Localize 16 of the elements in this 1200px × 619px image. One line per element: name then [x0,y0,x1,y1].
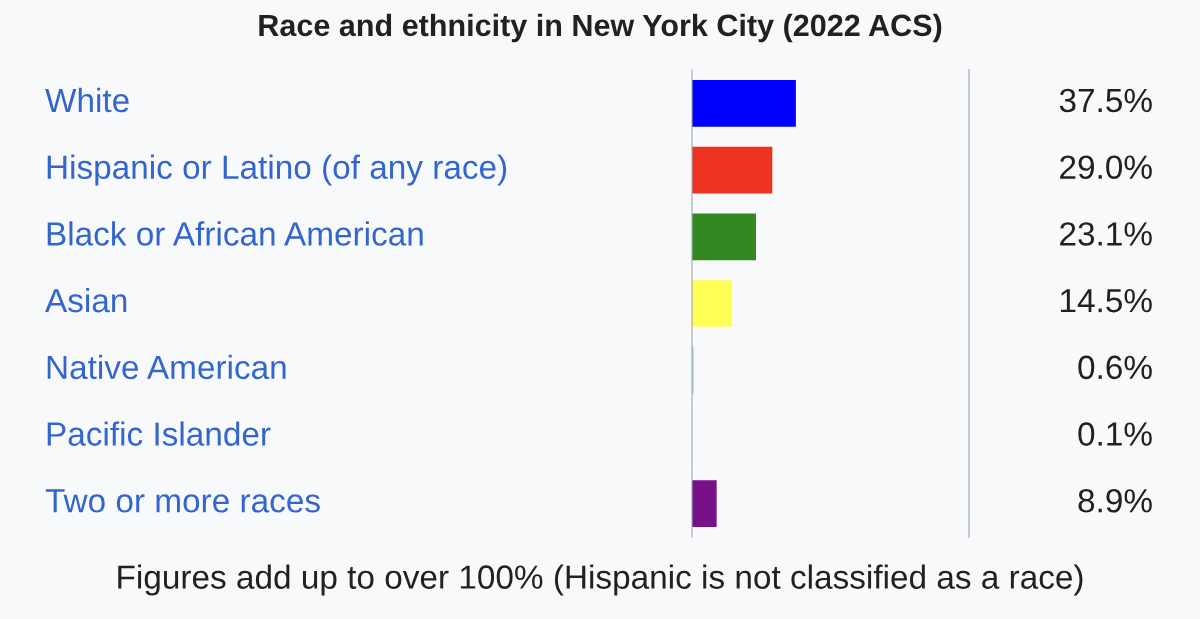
y-tick-label: White [45,87,129,113]
y-tick-label: Black or African American [47,221,423,246]
data-label: 23.1% [1060,222,1152,246]
data-label: 0.1% [1078,422,1152,446]
text: Figures add up to over 100% (Hispanic is not classified as a race) [118,564,1083,596]
data-label: 0.6% [1078,355,1152,380]
y-tick-label: Pacific Islander [47,421,271,446]
y-tick-label: Asian [45,287,127,313]
data-label: 37.5% [1059,88,1152,113]
chart-title: Race and ethnicity in New York City (2022 ACS) [259,13,942,43]
y-tick-label: Two or more races [45,489,320,513]
data-label: 29.0% [1060,155,1152,180]
data-label: 8.9% [1078,488,1152,513]
data-label: 14.5% [1061,288,1152,313]
y-tick-label: Hispanic or Latino (of any race) [47,154,507,186]
y-tick-label: Native American [47,354,286,380]
